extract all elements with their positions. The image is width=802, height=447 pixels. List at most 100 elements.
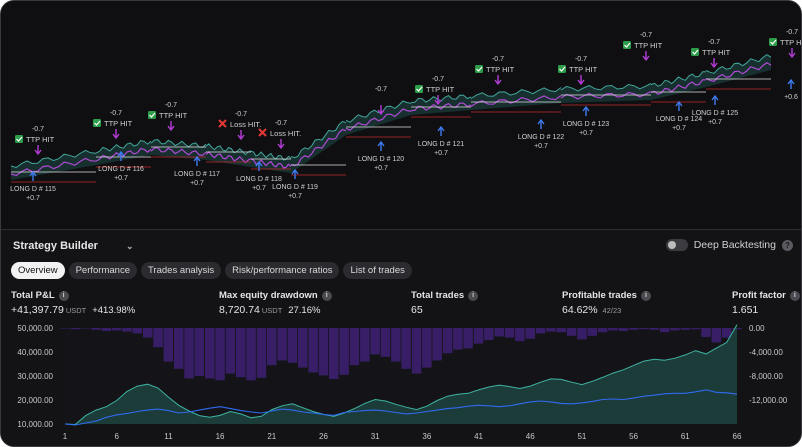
panel-divider[interactable] — [1, 229, 801, 230]
exit-arrow — [277, 139, 285, 150]
drawdown-bar — [473, 328, 484, 344]
entry-profit-label: +0.7 — [374, 165, 388, 172]
y-left-tick-label: 20,000.00 — [17, 396, 53, 405]
drawdown-bar — [721, 328, 732, 338]
entry-profit-label: +0.7 — [114, 175, 128, 182]
x-tick-label: 66 — [733, 432, 742, 441]
stat-label: Profit factor — [732, 290, 786, 301]
entry-arrow — [675, 100, 683, 111]
info-icon[interactable]: i — [640, 290, 651, 301]
y-left-tick-label: 50,000.00 — [17, 324, 53, 333]
drawdown-bar — [566, 328, 577, 336]
entry-profit-label: +0.7 — [672, 125, 686, 132]
stat-value: 1.651 — [732, 304, 759, 316]
y-left-tick-label: 40,000.00 — [17, 348, 53, 357]
trade-zone — [96, 140, 151, 165]
price-line — [150, 139, 207, 148]
x-tick-label: 6 — [114, 432, 119, 441]
drawdown-bar — [308, 328, 318, 373]
info-icon[interactable]: i — [789, 290, 800, 301]
drawdown-bar — [215, 328, 225, 381]
cross-icon — [218, 119, 227, 128]
stat-max-drawdown: Max equity drawdown i 8,720.74 USDT 27.16% — [219, 290, 332, 316]
trade-zone — [651, 71, 706, 100]
drawdown-bar — [101, 328, 112, 331]
drawdown-bar — [608, 328, 618, 331]
exit-label: TTP HIT — [104, 119, 133, 128]
price-line — [560, 83, 652, 92]
strategy-panel: Strategy Builder ⌄ Deep Backtesting ? Ov… — [1, 230, 801, 446]
equity-area — [65, 324, 737, 425]
stat-label: Max equity drawdown — [219, 290, 318, 301]
exit-label: TTP HIT — [780, 38, 801, 47]
entry-label: LONG D # 121 — [418, 141, 464, 148]
exit-arrow — [237, 130, 245, 141]
equity-chart[interactable]: 50,000.00 40,000.00 30,000.00 20,000.00 10,0… — [1, 320, 801, 446]
entry-profit-label: +0.7 — [252, 185, 266, 192]
exit-value-label: -0.7 — [235, 111, 247, 118]
help-icon[interactable]: ? — [782, 239, 793, 251]
info-icon[interactable]: i — [321, 290, 332, 301]
exit-label: Loss HIT. — [270, 129, 301, 138]
check-mark — [559, 66, 566, 72]
info-icon[interactable]: i — [58, 290, 69, 301]
deep-backtesting-toggle[interactable] — [665, 239, 688, 251]
entry-profit-label: +0.7 — [434, 150, 448, 157]
drawdown-bar — [432, 328, 442, 361]
info-icon[interactable]: i — [468, 290, 479, 301]
entry-label: LONG D # 124 — [656, 116, 702, 123]
drawdown-bar — [649, 328, 659, 330]
report-tabs: Overview Performance Trades analysis Ris… — [11, 262, 412, 279]
entry-arrow — [255, 160, 263, 171]
x-tick-label: 51 — [577, 432, 586, 441]
drawdown-bar — [587, 328, 597, 336]
drawdown-bar — [494, 328, 504, 337]
entry-profit-label: +0.7 — [190, 180, 204, 187]
entry-label: LONG D # 117 — [174, 171, 220, 178]
drawdown-bar — [422, 328, 432, 368]
drawdown-bar — [525, 328, 535, 339]
entry-profit-label: +0.7 — [579, 130, 593, 137]
drawdown-bar — [277, 328, 287, 361]
exit-arrow — [377, 105, 385, 116]
drawdown-bar — [91, 328, 101, 330]
exit-arrow — [112, 129, 120, 140]
price-line — [250, 150, 292, 161]
drawdown-bar — [401, 328, 411, 369]
check-mark — [416, 86, 423, 92]
drawdown-bar — [267, 328, 277, 366]
exit-label: TTP HIT — [702, 48, 731, 57]
drawdown-bar — [70, 328, 81, 330]
price-line — [705, 54, 772, 74]
exit-value-label: -0.7 — [165, 102, 177, 109]
price-chart[interactable]: -0.7 TTP HIT LONG D # 115 +0.7 -0.7 TTP HIT LO… — [1, 1, 801, 229]
strategy-title[interactable]: Strategy Builder ⌄ — [13, 240, 134, 252]
entry-profit-label: +0.7 — [288, 193, 302, 200]
entry-arrow — [29, 170, 37, 181]
drawdown-bar — [246, 328, 256, 381]
drawdown-bar — [380, 328, 391, 357]
entry-arrow — [711, 94, 719, 105]
tab-trades-analysis[interactable]: Trades analysis — [140, 262, 222, 279]
drawdown-bar — [298, 328, 308, 368]
x-tick-label: 46 — [526, 432, 535, 441]
check-mark — [770, 39, 777, 45]
exit-label: TTP HIT — [486, 65, 515, 74]
tab-list-of-trades[interactable]: List of trades — [343, 262, 412, 279]
chevron-down-icon[interactable]: ⌄ — [125, 240, 134, 251]
stat-unit: USDT — [65, 306, 87, 315]
stat-value: +41,397.79 — [11, 304, 64, 316]
x-tick-label: 16 — [216, 432, 225, 441]
stats-row: Total P&L i +41,397.79 USDT +413.98% Max e… — [11, 290, 801, 322]
tab-overview[interactable]: Overview — [11, 262, 65, 279]
entry-label: LONG D # 125 — [692, 110, 738, 117]
exit-label: TTP HIT — [26, 135, 55, 144]
drawdown-bar — [391, 328, 401, 362]
tab-performance[interactable]: Performance — [68, 262, 137, 279]
stat-value: 8,720.74 — [219, 304, 260, 316]
drawdown-bar — [546, 328, 556, 332]
signal-line — [10, 157, 97, 177]
tab-risk-performance-ratios[interactable]: Risk/performance ratios — [225, 262, 340, 279]
exit-value-label: -0.7 — [32, 126, 44, 133]
stat-unit: USDT — [261, 306, 283, 315]
